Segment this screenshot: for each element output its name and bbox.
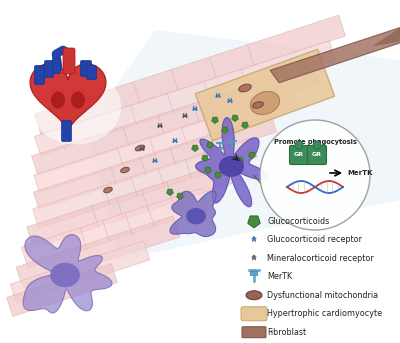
FancyBboxPatch shape: [62, 120, 72, 142]
Circle shape: [295, 141, 303, 149]
FancyBboxPatch shape: [44, 60, 54, 78]
Ellipse shape: [71, 92, 85, 108]
Polygon shape: [34, 15, 346, 135]
Polygon shape: [170, 191, 216, 237]
Ellipse shape: [50, 263, 80, 287]
FancyBboxPatch shape: [308, 145, 326, 165]
Polygon shape: [7, 263, 117, 317]
Polygon shape: [205, 167, 211, 174]
Polygon shape: [10, 241, 150, 303]
Circle shape: [260, 120, 370, 230]
FancyBboxPatch shape: [218, 147, 222, 150]
Text: Glucocorticoid receptor: Glucocorticoid receptor: [267, 235, 362, 244]
FancyBboxPatch shape: [241, 307, 267, 321]
Polygon shape: [16, 216, 180, 288]
FancyBboxPatch shape: [250, 271, 258, 275]
Text: Dysfunctional mitochondria: Dysfunctional mitochondria: [267, 291, 378, 300]
Text: GR: GR: [312, 153, 322, 157]
Polygon shape: [196, 117, 268, 207]
Ellipse shape: [186, 208, 206, 224]
FancyBboxPatch shape: [290, 145, 308, 165]
Ellipse shape: [219, 156, 244, 177]
Polygon shape: [248, 216, 260, 228]
Polygon shape: [33, 115, 277, 209]
Polygon shape: [34, 92, 296, 192]
FancyBboxPatch shape: [80, 60, 92, 76]
FancyBboxPatch shape: [52, 59, 60, 73]
Ellipse shape: [135, 145, 145, 151]
FancyBboxPatch shape: [242, 327, 266, 338]
Text: MerTK: MerTK: [267, 272, 292, 281]
Polygon shape: [32, 65, 318, 175]
Text: MerTK: MerTK: [347, 170, 372, 176]
Polygon shape: [23, 235, 112, 313]
Polygon shape: [167, 189, 173, 196]
Polygon shape: [32, 138, 258, 228]
Polygon shape: [34, 40, 336, 155]
Text: Hypertrophic cardiomyocyte: Hypertrophic cardiomyocyte: [267, 309, 382, 318]
FancyBboxPatch shape: [63, 48, 75, 74]
Text: Glucocorticoids: Glucocorticoids: [267, 217, 329, 226]
Polygon shape: [85, 30, 400, 260]
Polygon shape: [30, 64, 106, 132]
Polygon shape: [192, 145, 198, 152]
Polygon shape: [177, 193, 183, 200]
Ellipse shape: [51, 92, 65, 108]
FancyBboxPatch shape: [34, 66, 44, 84]
Text: Promote phagocytosis: Promote phagocytosis: [274, 139, 356, 145]
Ellipse shape: [104, 187, 112, 193]
Text: Fibroblast: Fibroblast: [267, 328, 306, 337]
Polygon shape: [195, 49, 335, 141]
FancyBboxPatch shape: [230, 145, 234, 148]
Polygon shape: [237, 157, 243, 164]
Ellipse shape: [121, 167, 129, 173]
Polygon shape: [27, 162, 233, 248]
Ellipse shape: [239, 84, 251, 92]
Polygon shape: [222, 127, 228, 133]
Polygon shape: [232, 115, 238, 121]
Text: Mineralocorticoid receptor: Mineralocorticoid receptor: [267, 254, 374, 263]
Polygon shape: [202, 155, 208, 162]
Polygon shape: [372, 27, 400, 46]
Polygon shape: [207, 142, 213, 149]
Circle shape: [313, 141, 321, 149]
Polygon shape: [249, 152, 255, 158]
Text: GR: GR: [294, 153, 304, 157]
Ellipse shape: [250, 92, 280, 115]
Ellipse shape: [246, 291, 262, 300]
Polygon shape: [212, 117, 218, 123]
FancyBboxPatch shape: [86, 66, 96, 80]
Ellipse shape: [253, 102, 263, 108]
Polygon shape: [21, 188, 209, 268]
Ellipse shape: [31, 70, 121, 144]
Polygon shape: [270, 27, 400, 83]
Polygon shape: [215, 172, 221, 178]
Polygon shape: [242, 122, 248, 129]
